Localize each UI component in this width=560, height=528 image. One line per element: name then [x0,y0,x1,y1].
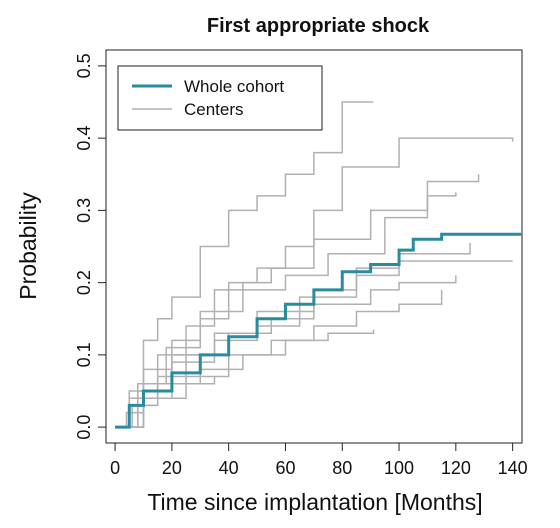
plot-frame [105,49,523,444]
x-tick-label: 100 [384,458,414,478]
x-tick-label: 0 [110,458,120,478]
legend-label: Centers [184,100,244,119]
x-tick-label: 20 [162,458,182,478]
legend-box [117,65,323,131]
y-tick-label: 0.1 [74,342,94,367]
y-tick-label: 0.5 [74,53,94,78]
x-tick-label: 60 [275,458,295,478]
center-line [115,174,480,428]
y-axis-label: Probability [15,192,41,300]
center-line [115,329,375,428]
x-tick-label: 120 [441,458,471,478]
center-line [115,101,374,428]
y-tick-label: 0.4 [74,126,94,151]
x-tick-label: 80 [332,458,352,478]
legend-label: Whole cohort [184,77,284,96]
y-tick-label: 0.2 [74,270,94,295]
y-tick-label: 0.3 [74,198,94,223]
center-line [115,242,471,428]
center-line [115,260,513,428]
x-axis-label: Time since implantation [Months] [147,489,482,515]
center-line [115,289,443,428]
x-tick-label: 40 [219,458,239,478]
cohort-line [115,232,522,429]
y-tick-label: 0.0 [74,415,94,440]
x-tick-label: 140 [498,458,528,478]
chart-title: First appropriate shock [207,15,430,37]
